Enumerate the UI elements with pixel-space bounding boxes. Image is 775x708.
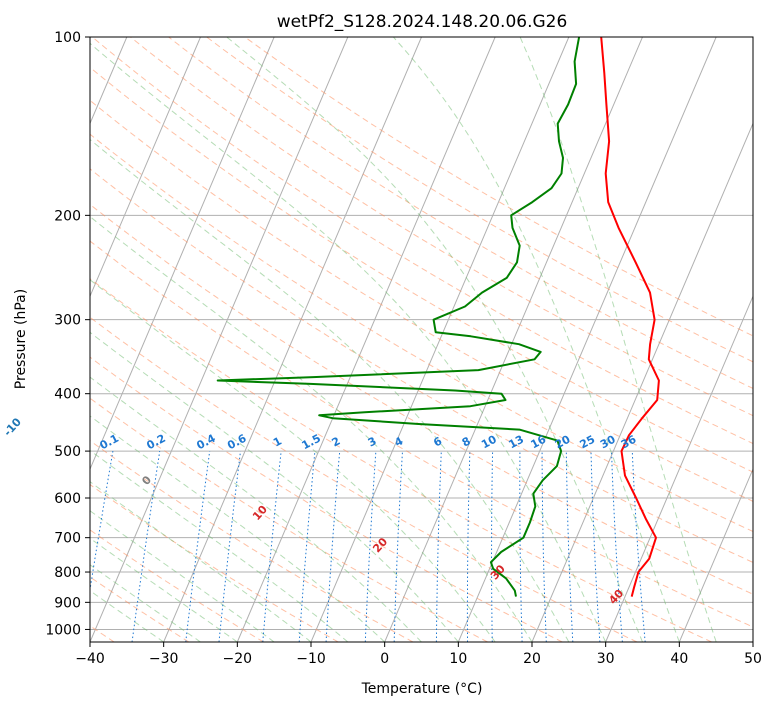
moist-adiabat-line [90, 564, 201, 642]
y-tick-label: 500 [54, 444, 81, 460]
dry-adiabat-line [90, 203, 753, 595]
series-lines [216, 37, 660, 597]
y-tick-label: 400 [54, 387, 81, 403]
x-tick-label: −20 [223, 651, 253, 667]
moist-adiabat-line [90, 279, 496, 642]
y-tick-label: 200 [54, 208, 81, 224]
dry-adiabat-line [90, 278, 712, 642]
dry-adiabat-line [90, 356, 563, 642]
dry-adiabat-line [168, 37, 753, 389]
isotherm-line [90, 37, 275, 471]
dry-adiabat-line [90, 99, 753, 502]
y-tick-label: 1000 [45, 622, 81, 638]
moist-adiabat-line [90, 415, 386, 642]
mixing-ratio-line [262, 451, 282, 642]
x-tick-label: 40 [670, 651, 688, 667]
chart-title: wetPf2_S128.2024.148.20.06.G26 [277, 12, 568, 32]
x-tick-label: 0 [380, 651, 389, 667]
mixing-ratio-label: 16 [529, 433, 549, 452]
isotherm-line [605, 295, 753, 642]
isotherm-line [457, 37, 717, 642]
mixing-ratio-label: 10 [479, 433, 499, 452]
isotherm-line [236, 37, 496, 642]
moist-adiabat-line [90, 590, 164, 642]
moist-adiabat-line [90, 537, 238, 642]
moist-adiabat-line [90, 138, 570, 642]
x-tick-label: 20 [523, 651, 541, 667]
x-tick-label: −40 [75, 651, 105, 667]
y-tick-label: 300 [54, 313, 81, 329]
moist-adiabat-line [90, 42, 607, 642]
series-line-dewpoint [216, 37, 581, 597]
dry-adiabat-line [90, 133, 753, 533]
x-tick-label: 50 [744, 651, 762, 667]
moist-adiabat-line [519, 37, 717, 642]
x-tick-label: −30 [149, 651, 179, 667]
moist-adiabat-line [90, 481, 312, 642]
dry-adiabat-line [90, 168, 753, 563]
y-tick-label: 600 [54, 491, 81, 507]
series-line-temperature [600, 37, 660, 597]
y-tick-label: 100 [54, 30, 81, 46]
mixing-ratio-line [90, 451, 114, 593]
dry-adiabat-line [130, 37, 753, 417]
isotherm-line [531, 122, 753, 642]
mixing-ratio-line [218, 451, 241, 642]
mixing-ratio-label: 13 [506, 433, 526, 452]
mixing-ratio-line [131, 451, 161, 642]
x-tick-label: 30 [597, 651, 615, 667]
x-tick-label: 10 [449, 651, 467, 667]
isotherm-line [90, 37, 201, 298]
moist-adiabat-line [90, 215, 533, 642]
y-axis-title: Pressure (hPa) [13, 289, 29, 389]
moist-adiabat-line [90, 331, 459, 642]
mixing-ratio-line [298, 451, 316, 642]
y-tick-label: 800 [54, 565, 81, 581]
y-tick-label: 700 [54, 531, 81, 547]
dry-adiabat-line [90, 529, 264, 642]
x-tick-label: −10 [296, 651, 326, 667]
dry-adiabat-line [90, 316, 638, 642]
moist-adiabat-line [226, 37, 643, 642]
dry-adiabat-line [90, 483, 339, 642]
mixing-ratio-label: 30 [598, 433, 618, 452]
isotherm-line [678, 467, 753, 642]
dry-adiabat-line [90, 240, 753, 628]
dry-adiabat-line [91, 37, 753, 445]
axes: −40 −30 −20 −10 0 10 20 30 40 50 100 200 300 400 500 60… [45, 30, 762, 667]
isotherm-line [384, 37, 643, 642]
y-tick-label: 900 [54, 595, 81, 611]
moist-adiabat-line [90, 510, 275, 642]
moist-adiabat-line [393, 37, 680, 642]
x-axis-title: Temperature (°C) [361, 681, 483, 697]
plot-frame [89, 36, 754, 643]
mixing-ratio-label: 36 [619, 433, 639, 452]
isotherm-line [163, 37, 422, 642]
mixing-ratio-label: 20 [553, 433, 573, 452]
mixing-ratio-line [185, 451, 211, 642]
mixing-ratio-label: 25 [578, 433, 598, 452]
